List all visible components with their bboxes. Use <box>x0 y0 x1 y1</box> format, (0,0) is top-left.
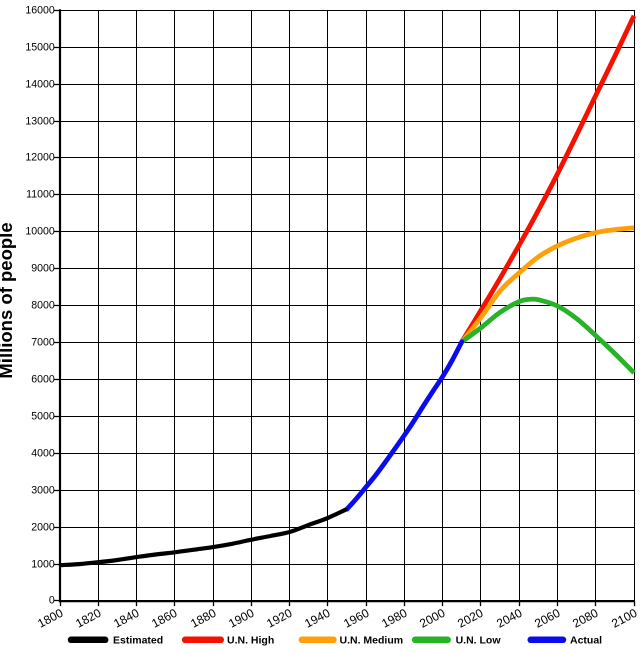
svg-text:11000: 11000 <box>26 188 55 200</box>
svg-text:0: 0 <box>49 594 55 606</box>
svg-text:13000: 13000 <box>25 115 55 127</box>
svg-text:4000: 4000 <box>31 447 55 459</box>
svg-text:3000: 3000 <box>31 484 55 496</box>
svg-text:5000: 5000 <box>31 410 55 422</box>
svg-text:6000: 6000 <box>31 373 55 385</box>
svg-text:9000: 9000 <box>31 262 55 274</box>
svg-text:14000: 14000 <box>25 78 55 90</box>
svg-text:16000: 16000 <box>25 4 55 16</box>
svg-text:7000: 7000 <box>31 336 55 348</box>
svg-text:2000: 2000 <box>31 521 55 533</box>
svg-text:U.N. High: U.N. High <box>227 634 274 646</box>
svg-text:U.N. Medium: U.N. Medium <box>340 634 404 646</box>
svg-text:U.N. Low: U.N. Low <box>456 634 502 646</box>
svg-text:8000: 8000 <box>31 299 55 311</box>
svg-text:Millions of people: Millions of people <box>0 222 16 378</box>
svg-text:10000: 10000 <box>25 225 55 237</box>
svg-text:Estimated: Estimated <box>113 634 163 646</box>
svg-text:15000: 15000 <box>25 41 55 53</box>
svg-text:Actual: Actual <box>570 634 602 646</box>
svg-text:1000: 1000 <box>31 558 55 570</box>
svg-text:12000: 12000 <box>25 151 55 163</box>
